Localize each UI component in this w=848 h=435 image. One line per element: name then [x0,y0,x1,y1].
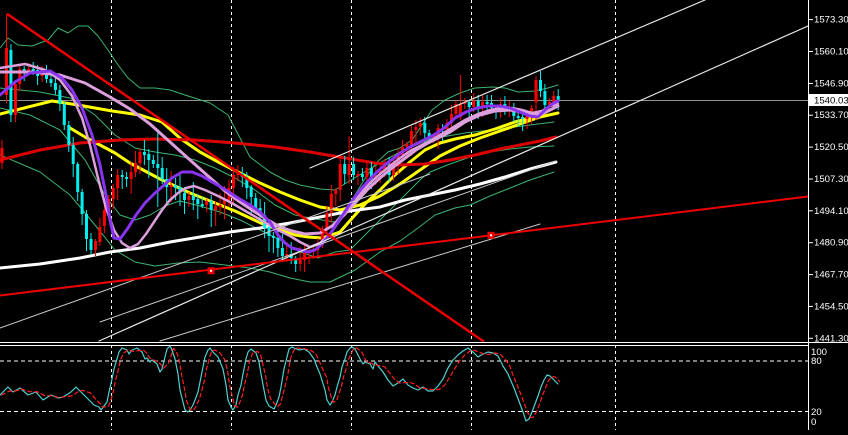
svg-text:1454.50: 1454.50 [814,301,848,312]
svg-text:80: 80 [811,356,822,367]
svg-text:1520.50: 1520.50 [814,142,848,153]
svg-text:1573.30: 1573.30 [814,15,848,26]
svg-text:1546.90: 1546.90 [814,78,848,89]
svg-text:100: 100 [811,347,827,358]
svg-text:1533.70: 1533.70 [814,110,848,121]
svg-text:1540.03: 1540.03 [814,96,848,107]
svg-text:1507.30: 1507.30 [814,174,848,185]
svg-text:1560.10: 1560.10 [814,47,848,58]
svg-text:1480.90: 1480.90 [814,238,848,249]
svg-text:0: 0 [811,417,816,428]
svg-text:1467.70: 1467.70 [814,270,848,281]
svg-text:1494.10: 1494.10 [814,206,848,217]
svg-text:1441.30: 1441.30 [814,333,848,344]
svg-text:20: 20 [811,407,822,418]
